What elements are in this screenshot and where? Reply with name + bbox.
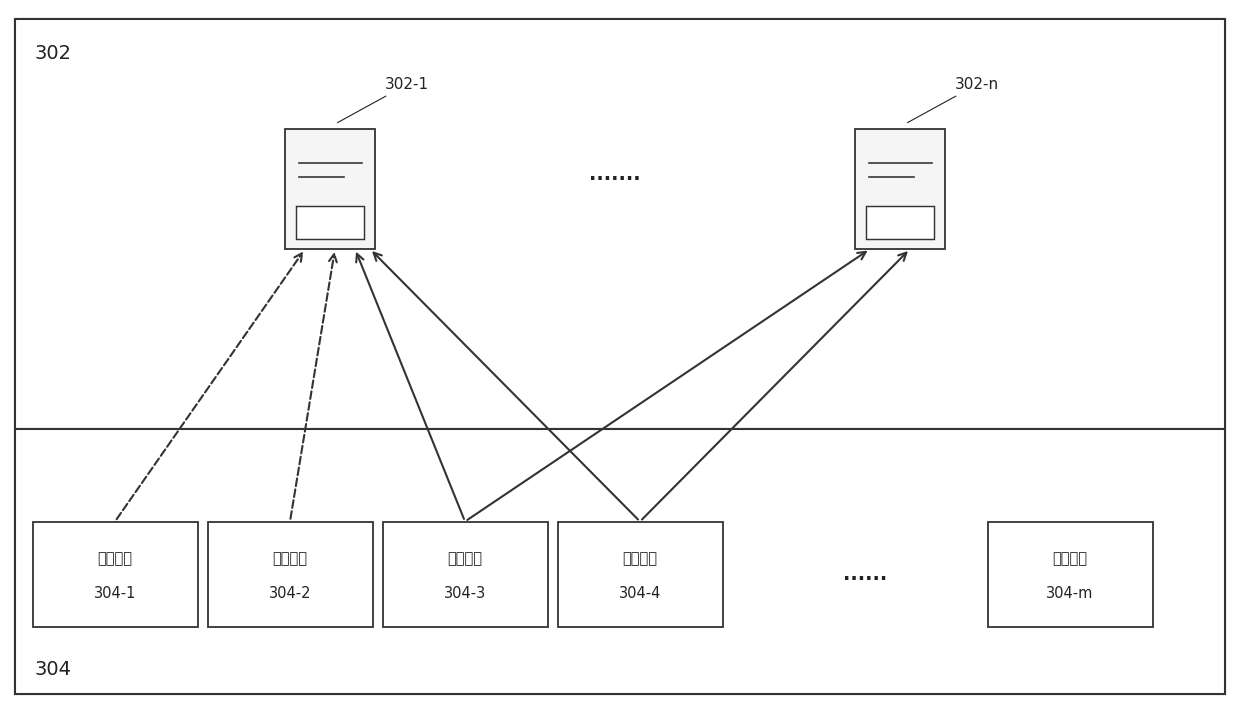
FancyBboxPatch shape <box>382 522 548 627</box>
FancyBboxPatch shape <box>15 429 1225 694</box>
Text: ......: ...... <box>843 564 887 584</box>
FancyBboxPatch shape <box>15 19 1225 694</box>
Text: 302: 302 <box>35 44 72 63</box>
FancyBboxPatch shape <box>15 19 1225 429</box>
Bar <box>296 206 365 240</box>
Text: 304-2: 304-2 <box>269 586 311 601</box>
Text: 304-m: 304-m <box>1047 586 1094 601</box>
Text: 302-n: 302-n <box>908 77 999 123</box>
FancyBboxPatch shape <box>207 522 372 627</box>
Bar <box>285 129 374 249</box>
Text: 304-4: 304-4 <box>619 586 661 601</box>
Text: 304: 304 <box>35 660 72 679</box>
Text: 服务进程: 服务进程 <box>448 552 482 566</box>
Text: 服务进程: 服务进程 <box>622 552 657 566</box>
FancyBboxPatch shape <box>32 522 197 627</box>
Text: 服务进程: 服务进程 <box>98 552 133 566</box>
Text: 302-1: 302-1 <box>337 77 429 123</box>
Text: 服务进程: 服务进程 <box>273 552 308 566</box>
Text: .......: ....... <box>589 164 641 184</box>
Text: 304-3: 304-3 <box>444 586 486 601</box>
Text: 304-1: 304-1 <box>94 586 136 601</box>
Bar <box>866 206 934 240</box>
Text: 服务进程: 服务进程 <box>1053 552 1087 566</box>
FancyBboxPatch shape <box>558 522 723 627</box>
Bar <box>856 129 945 249</box>
FancyBboxPatch shape <box>987 522 1152 627</box>
